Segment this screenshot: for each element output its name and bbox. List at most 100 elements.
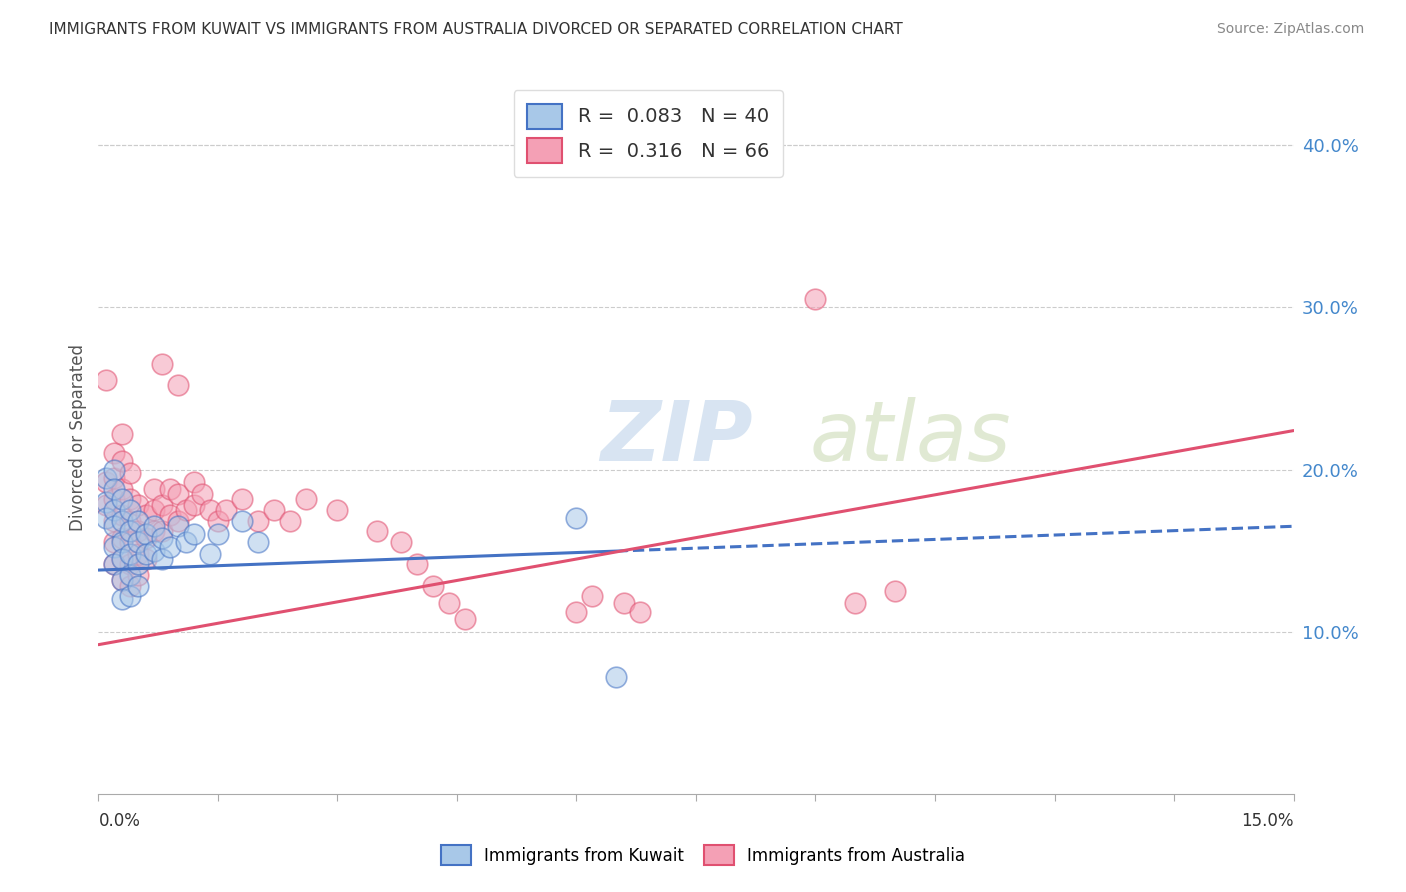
Text: 0.0%: 0.0% — [98, 812, 141, 830]
Point — [207, 515, 229, 529]
Point — [246, 535, 269, 549]
Point — [135, 531, 157, 545]
Point — [884, 584, 907, 599]
Point — [127, 498, 149, 512]
Point — [437, 595, 460, 609]
Point — [111, 491, 134, 506]
Point — [294, 491, 316, 506]
Point — [159, 482, 181, 496]
Point — [135, 527, 157, 541]
Point — [143, 519, 166, 533]
Point — [215, 503, 238, 517]
Point — [96, 495, 118, 509]
Point — [167, 487, 190, 501]
Point — [103, 541, 125, 555]
Point — [143, 524, 166, 538]
Point — [183, 475, 205, 490]
Point — [111, 592, 134, 607]
Point — [143, 543, 166, 558]
Point — [96, 511, 118, 525]
Point — [127, 515, 149, 529]
Point — [103, 557, 125, 571]
Text: ZIP: ZIP — [600, 397, 754, 477]
Point — [103, 482, 125, 496]
Point — [103, 446, 125, 460]
Point — [565, 511, 588, 525]
Point — [159, 508, 181, 522]
Point — [422, 579, 444, 593]
Point — [628, 605, 651, 619]
Point — [135, 508, 157, 522]
Point — [120, 557, 142, 571]
Point — [143, 482, 166, 496]
Point — [127, 535, 149, 549]
Point — [120, 524, 142, 538]
Point — [150, 524, 173, 538]
Legend: R =  0.083   N = 40, R =  0.316   N = 66: R = 0.083 N = 40, R = 0.316 N = 66 — [513, 90, 783, 177]
Point — [565, 605, 588, 619]
Point — [96, 470, 118, 484]
Point — [103, 515, 125, 529]
Point — [96, 498, 118, 512]
Y-axis label: Divorced or Separated: Divorced or Separated — [69, 343, 87, 531]
Point — [135, 551, 157, 566]
Text: Source: ZipAtlas.com: Source: ZipAtlas.com — [1216, 22, 1364, 37]
Point — [103, 557, 125, 571]
Point — [120, 589, 142, 603]
Point — [150, 531, 173, 545]
Point — [120, 579, 142, 593]
Point — [120, 491, 142, 506]
Point — [389, 535, 412, 549]
Point — [581, 589, 603, 603]
Point — [135, 547, 157, 561]
Point — [191, 487, 214, 501]
Point — [111, 535, 134, 549]
Legend: Immigrants from Kuwait, Immigrants from Australia: Immigrants from Kuwait, Immigrants from … — [433, 837, 973, 873]
Point — [103, 503, 125, 517]
Point — [103, 462, 125, 476]
Point — [613, 595, 636, 609]
Point — [120, 515, 142, 529]
Point — [127, 579, 149, 593]
Point — [167, 515, 190, 529]
Point — [150, 551, 173, 566]
Point — [183, 527, 205, 541]
Point — [150, 357, 173, 371]
Point — [127, 547, 149, 561]
Point — [127, 568, 149, 582]
Point — [174, 503, 197, 517]
Point — [167, 519, 190, 533]
Point — [231, 491, 253, 506]
Point — [454, 612, 477, 626]
Point — [120, 503, 142, 517]
Text: atlas: atlas — [810, 397, 1011, 477]
Point — [111, 551, 134, 566]
Point — [103, 535, 125, 549]
Point — [120, 568, 142, 582]
Point — [111, 573, 134, 587]
Point — [120, 466, 142, 480]
Point — [278, 515, 301, 529]
Point — [120, 547, 142, 561]
Point — [103, 470, 125, 484]
Point — [111, 531, 134, 545]
Point — [198, 547, 221, 561]
Point — [96, 475, 118, 490]
Point — [263, 503, 285, 517]
Point — [844, 595, 866, 609]
Text: IMMIGRANTS FROM KUWAIT VS IMMIGRANTS FROM AUSTRALIA DIVORCED OR SEPARATED CORREL: IMMIGRANTS FROM KUWAIT VS IMMIGRANTS FRO… — [49, 22, 903, 37]
Point — [111, 482, 134, 496]
Point — [804, 292, 827, 306]
Point — [326, 503, 349, 517]
Point — [159, 541, 181, 555]
Point — [183, 498, 205, 512]
Point — [111, 515, 134, 529]
Point — [111, 508, 134, 522]
Point — [207, 527, 229, 541]
Point — [143, 503, 166, 517]
Point — [174, 535, 197, 549]
Point — [150, 498, 173, 512]
Point — [111, 426, 134, 441]
Point — [127, 524, 149, 538]
Point — [366, 524, 388, 538]
